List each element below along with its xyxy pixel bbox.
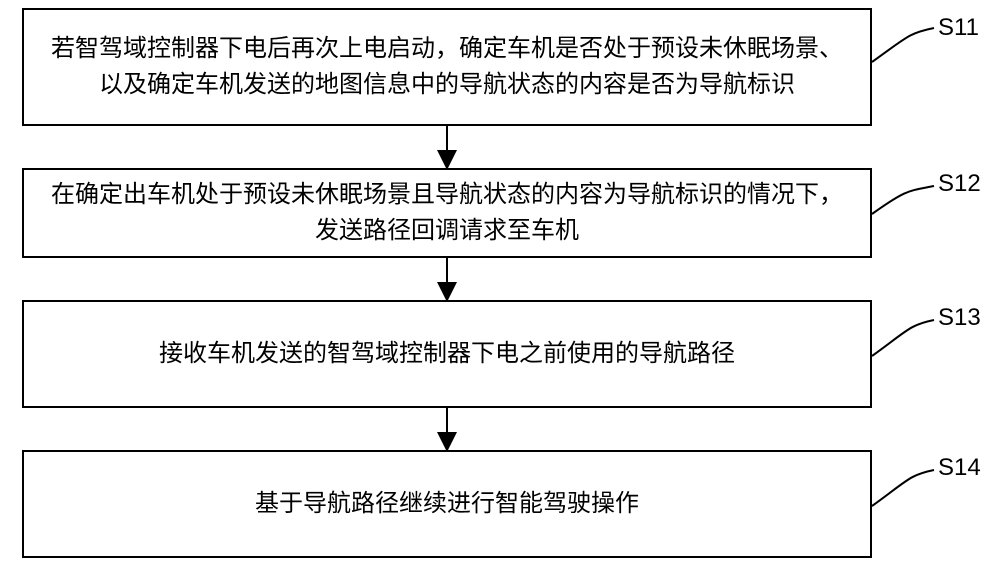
step-label-s13: S13 <box>938 304 981 332</box>
step-text-s11: 若智驾域控制器下电后再次上电启动，确定车机是否处于预设未休眠场景、以及确定车机发… <box>44 31 850 103</box>
step-label-s14: S14 <box>938 454 981 482</box>
step-box-s11: 若智驾域控制器下电后再次上电启动，确定车机是否处于预设未休眠场景、以及确定车机发… <box>22 8 872 126</box>
step-text-s14: 基于导航路径继续进行智能驾驶操作 <box>255 486 639 522</box>
step-box-s14: 基于导航路径继续进行智能驾驶操作 <box>22 450 872 558</box>
flowchart-container: 若智驾域控制器下电后再次上电启动，确定车机是否处于预设未休眠场景、以及确定车机发… <box>0 0 1000 574</box>
step-box-s13: 接收车机发送的智驾域控制器下电之前使用的导航路径 <box>22 300 872 408</box>
step-label-s11: S11 <box>938 14 979 42</box>
step-text-s12: 在确定出车机处于预设未休眠场景且导航状态的内容为导航标识的情况下，发送路径回调请… <box>44 177 850 249</box>
step-text-s13: 接收车机发送的智驾域控制器下电之前使用的导航路径 <box>159 336 735 372</box>
step-label-s12: S12 <box>938 170 981 198</box>
step-box-s12: 在确定出车机处于预设未休眠场景且导航状态的内容为导航标识的情况下，发送路径回调请… <box>22 168 872 258</box>
